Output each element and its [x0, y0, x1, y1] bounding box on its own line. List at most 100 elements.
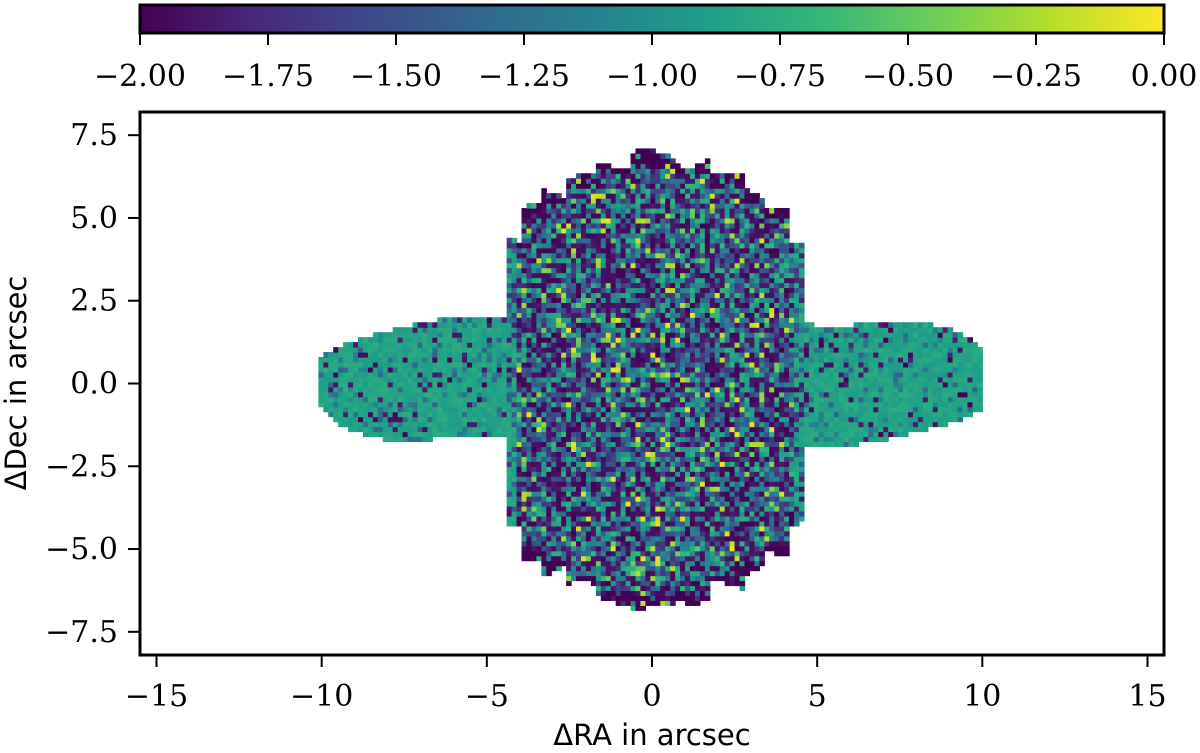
colorbar-ticks: −2.00 −1.75 −1.50 −1.25 −1.00 −0.75 −0.50 −0.25… — [94, 33, 1197, 94]
heatmap-cell — [635, 327, 642, 333]
heatmap-cell — [680, 441, 686, 448]
heatmap-cell — [353, 386, 359, 393]
heatmap-cell — [670, 510, 676, 517]
heatmap-cell — [590, 366, 597, 373]
heatmap-cell — [427, 327, 433, 333]
heatmap-cell — [521, 287, 528, 294]
heatmap-cell — [610, 476, 617, 482]
heatmap-cell — [595, 491, 602, 497]
heatmap-cell — [556, 287, 562, 294]
heatmap-cell — [744, 342, 751, 348]
heatmap-cell — [481, 396, 488, 403]
heatmap-cell — [407, 357, 414, 363]
heatmap-cell — [600, 247, 607, 254]
heatmap-cell — [556, 317, 562, 323]
heatmap-cell — [714, 436, 721, 443]
heatmap-cell — [516, 371, 523, 378]
heatmap-cell — [580, 262, 587, 269]
heatmap-cell — [635, 540, 642, 547]
heatmap-cell — [709, 530, 716, 537]
heatmap-cell — [640, 292, 646, 299]
heatmap-cell — [660, 461, 666, 467]
heatmap-cell — [645, 312, 651, 318]
heatmap-cell — [600, 361, 607, 368]
heatmap-cell — [585, 421, 592, 428]
heatmap-cell — [675, 292, 681, 299]
heatmap-cell — [729, 203, 736, 209]
heatmap-cell — [709, 173, 716, 179]
heatmap-cell — [521, 292, 528, 299]
heatmap-cell — [655, 247, 661, 254]
heatmap-cell — [620, 168, 627, 174]
heatmap-cell — [739, 327, 746, 333]
heatmap-cell — [625, 267, 632, 274]
heatmap-cell — [526, 411, 533, 418]
heatmap-cell — [689, 327, 696, 333]
heatmap-cell — [729, 267, 736, 274]
heatmap-cell — [699, 332, 706, 338]
heatmap-cell — [531, 540, 537, 547]
heatmap-cell — [630, 287, 637, 294]
heatmap-cell — [615, 361, 622, 368]
heatmap-cell — [660, 247, 666, 254]
heatmap-cell — [546, 496, 552, 502]
heatmap-cell — [665, 287, 671, 294]
heatmap-cell — [615, 535, 622, 542]
heatmap-cell — [605, 491, 612, 497]
heatmap-cell — [645, 148, 651, 154]
heatmap-cell — [704, 491, 711, 497]
heatmap-cell — [650, 262, 656, 269]
heatmap-cell — [635, 247, 642, 254]
heatmap-cell — [709, 540, 716, 547]
heatmap-cell — [630, 580, 637, 587]
heatmap-cell — [546, 347, 552, 353]
heatmap-cell — [620, 595, 627, 601]
heatmap-cell — [754, 535, 760, 542]
heatmap-cell — [605, 525, 612, 532]
heatmap-cell — [739, 446, 746, 452]
heatmap-cell — [546, 471, 552, 477]
heatmap-cell — [556, 471, 562, 477]
heatmap-cell — [744, 322, 751, 328]
heatmap-cell — [590, 565, 597, 572]
heatmap-cell — [432, 421, 438, 428]
heatmap-cell — [650, 476, 656, 482]
heatmap-cell — [615, 217, 622, 224]
heatmap-cell — [689, 550, 696, 557]
heatmap-cell — [590, 570, 597, 577]
heatmap-cell — [486, 371, 493, 378]
heatmap-cell — [412, 342, 419, 348]
heatmap-cell — [724, 297, 731, 303]
heatmap-cell — [585, 565, 592, 572]
heatmap-cell — [670, 461, 676, 467]
heatmap-cell — [412, 366, 419, 373]
heatmap-cell — [734, 451, 741, 457]
heatmap-cell — [452, 352, 458, 358]
heatmap-cell — [625, 496, 632, 502]
heatmap-cell — [595, 535, 602, 542]
heatmap-cell — [605, 292, 612, 299]
heatmap-cell — [640, 322, 646, 328]
heatmap-cell — [506, 337, 513, 343]
heatmap-cell — [590, 173, 597, 179]
heatmap-cell — [571, 312, 577, 318]
heatmap-cell — [719, 530, 726, 537]
heatmap-cell — [749, 297, 755, 303]
heatmap-cell — [576, 217, 582, 224]
heatmap-cell — [635, 421, 642, 428]
heatmap-cell — [685, 575, 691, 582]
heatmap-cell — [585, 555, 592, 562]
heatmap-cell — [620, 510, 627, 517]
heatmap-cell — [739, 496, 746, 502]
heatmap-cell — [541, 570, 547, 577]
heatmap-cell — [615, 580, 622, 587]
heatmap-cell — [620, 545, 627, 552]
heatmap-cell — [600, 515, 607, 522]
heatmap-cell — [561, 312, 567, 318]
heatmap-cell — [605, 481, 612, 487]
heatmap-cell — [729, 272, 736, 279]
heatmap-cell — [675, 322, 681, 328]
heatmap-cell — [630, 476, 637, 482]
heatmap-cell — [526, 476, 533, 482]
heatmap-cell — [605, 198, 612, 204]
